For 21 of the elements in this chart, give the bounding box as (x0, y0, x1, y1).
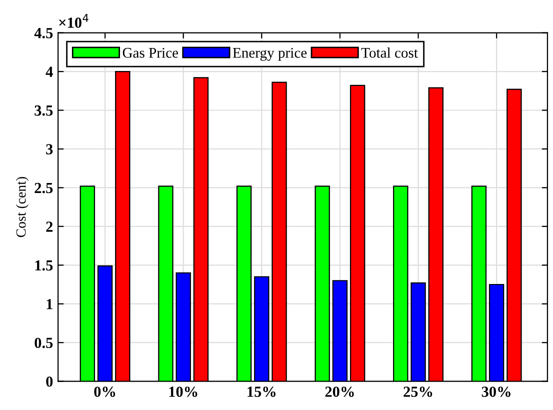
x-tick-label: 25% (404, 386, 432, 397)
y-tick-label: 3 (46, 144, 53, 154)
x-tick-label: 10% (169, 386, 198, 397)
y-tick-label: 0.5 (34, 338, 53, 348)
text: ×10$^{4}$ (59, 14, 88, 28)
y-tick-label: 4 (46, 66, 53, 77)
x-tick-label: 15% (248, 386, 276, 397)
y-tick-label: 4.5 (34, 28, 53, 38)
y-tick-label: 3.5 (34, 105, 53, 116)
y-tick-label: 2 (46, 222, 53, 232)
x-tick-label: 20% (325, 386, 354, 397)
x-tick-label: 0% (94, 386, 116, 397)
y-tick-label: 1 (46, 299, 52, 310)
x-tick-label: 30% (482, 386, 510, 397)
legend-label: Gas Price (122, 48, 178, 58)
y-axis-title: Cost (cent) (16, 177, 29, 238)
legend-label: Total cost (361, 47, 418, 58)
y-tick-label: 1.5 (35, 260, 53, 271)
legend-label: Energy price (232, 48, 307, 61)
y-tick-label: 0 (46, 376, 53, 387)
y-tick-label: 2.5 (34, 182, 53, 194)
